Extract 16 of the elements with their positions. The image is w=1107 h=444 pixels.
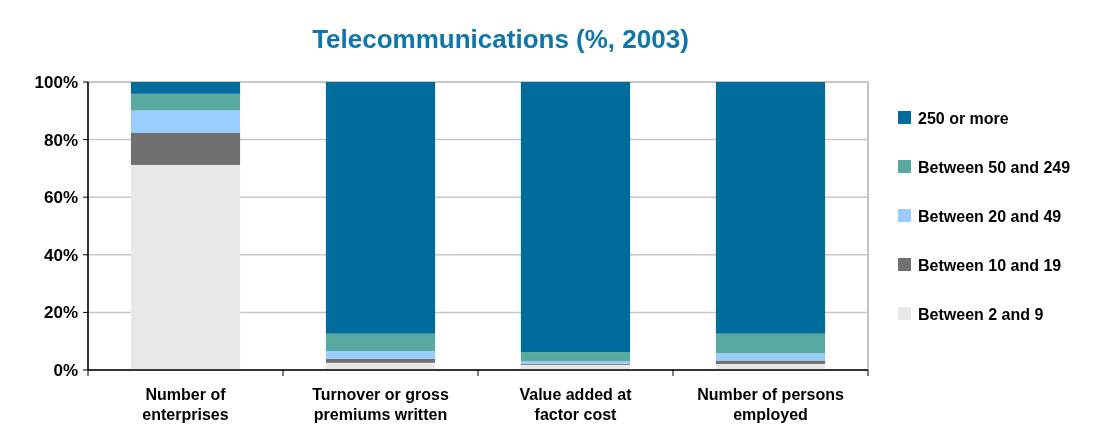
legend-label: Between 10 and 19 [918, 256, 1062, 274]
legend-label: Between 50 and 249 [918, 158, 1071, 176]
y-tick-label: 80% [43, 130, 78, 150]
y-tick-label: 40% [43, 245, 78, 265]
y-tick-label: 20% [43, 303, 78, 323]
x-tick-label: Number of enterprises [142, 386, 229, 423]
chart-title: Telecommunications (%, 2003) [312, 24, 689, 54]
legend-label: Between 2 and 9 [918, 305, 1044, 323]
x-tick-label: Value added at factor cost [519, 386, 633, 423]
legend-label: Between 20 and 49 [918, 207, 1062, 225]
y-tick-label: 0% [53, 360, 78, 380]
x-tick-label: Number of persons employed [697, 386, 844, 423]
x-tick-label: Turnover or gross premiums written [312, 386, 449, 423]
legend-label: 250 or more [918, 109, 1009, 127]
y-tick-label: 100% [34, 72, 78, 92]
y-tick-label: 60% [43, 188, 78, 208]
